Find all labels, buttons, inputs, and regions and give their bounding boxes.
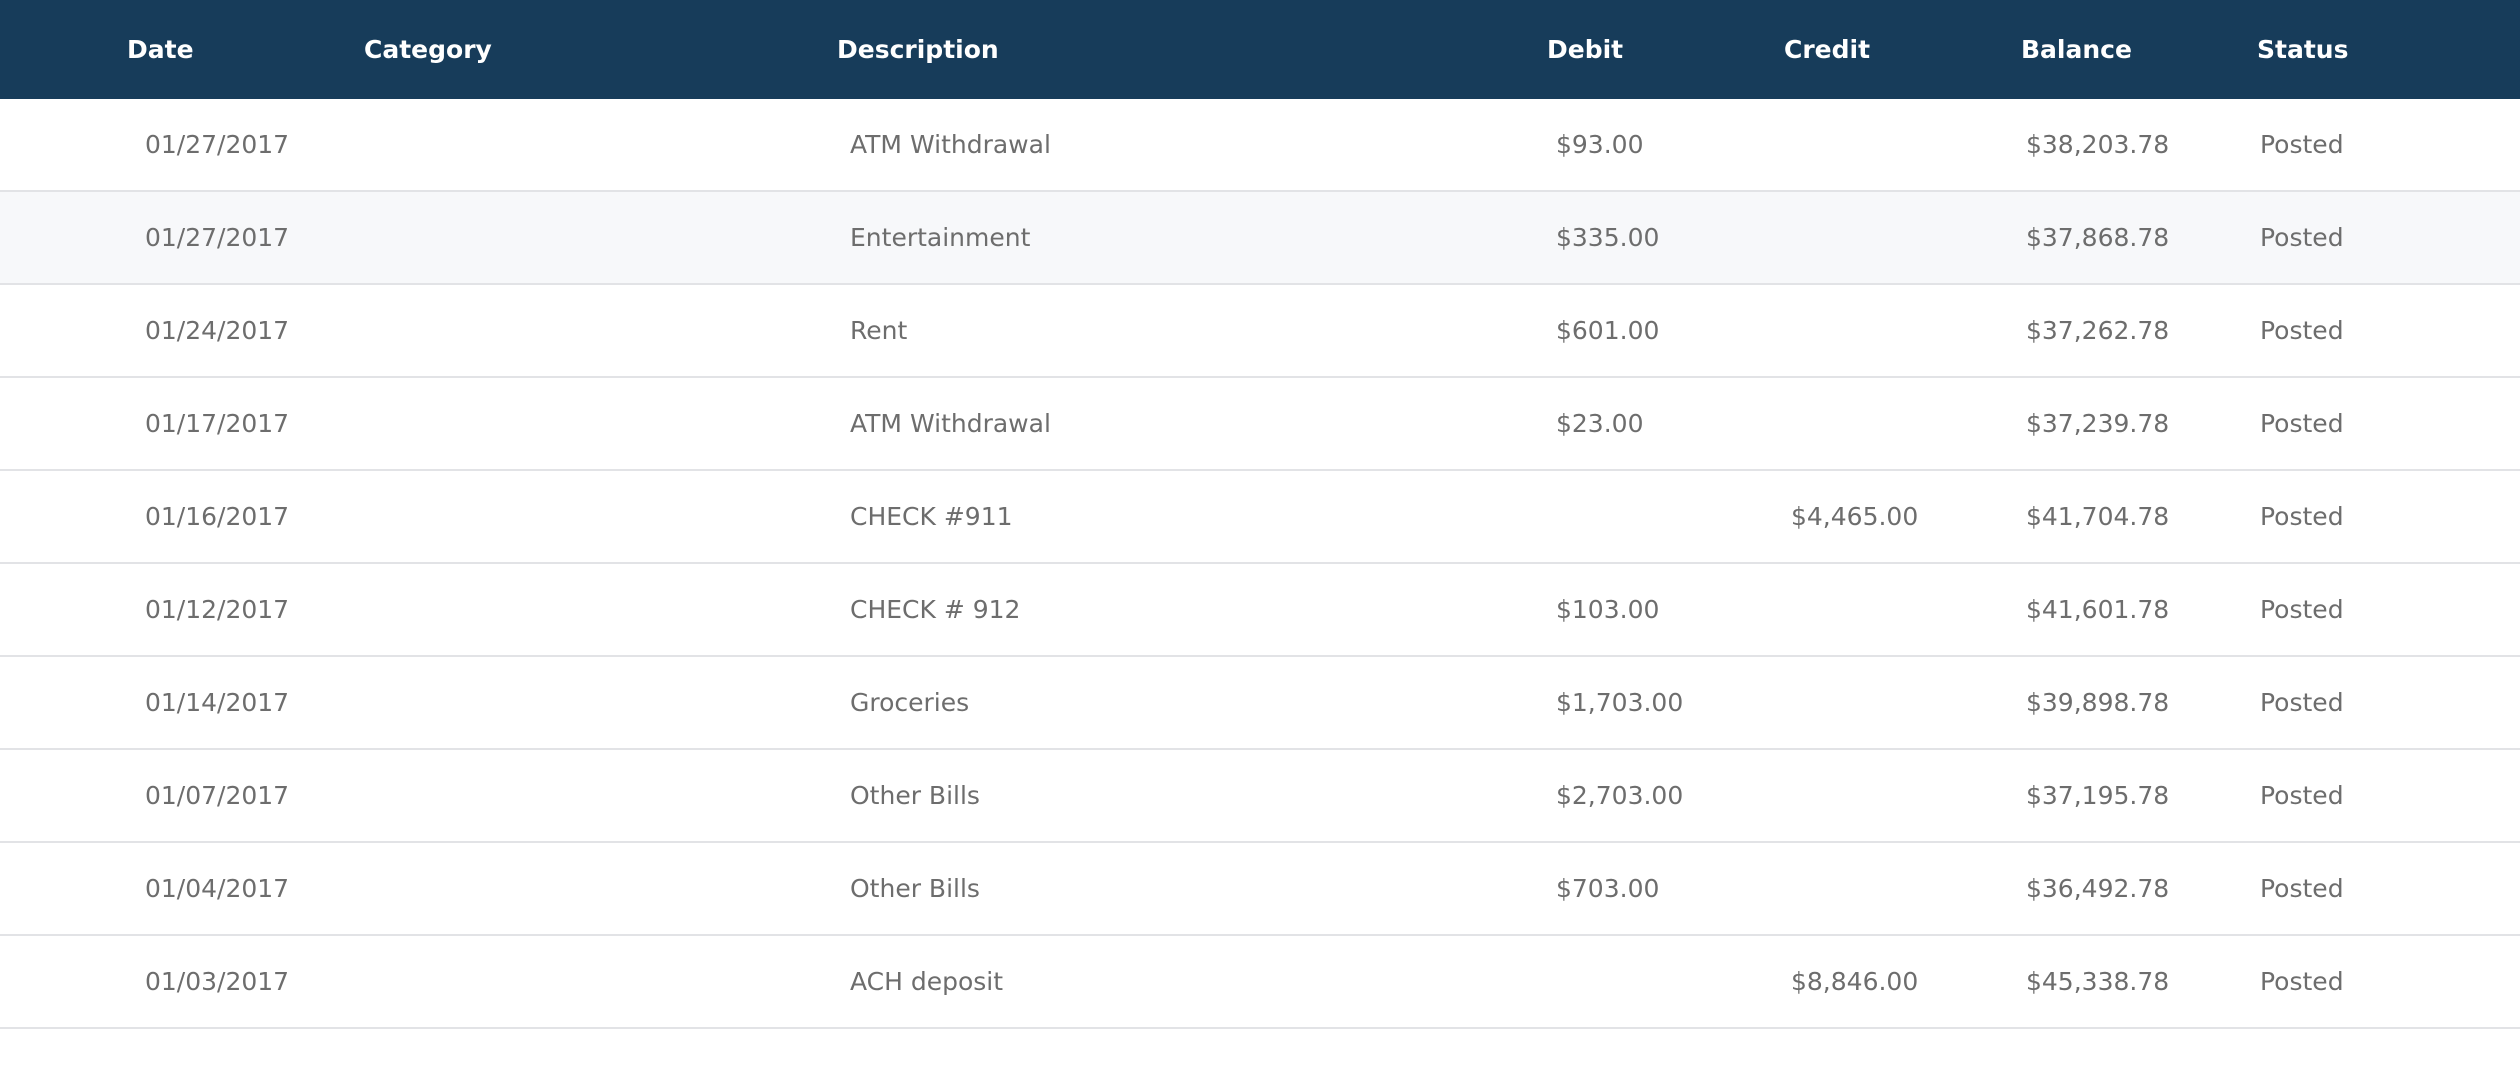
cell-description: CHECK #911 [850, 502, 1013, 531]
column-header-date[interactable]: Date [127, 35, 194, 64]
table-row[interactable]: 01/12/2017 CHECK # 912 $103.00 $41,601.78 Po… [0, 564, 2520, 657]
cell-balance: $37,195.78 [2026, 781, 2170, 810]
table-row[interactable]: 01/24/2017 Rent $601.00 $37,262.78 Posted [0, 285, 2520, 378]
cell-debit: $103.00 [1556, 595, 1660, 624]
column-header-balance[interactable]: Balance [2021, 35, 2132, 64]
cell-description: Rent [850, 316, 908, 345]
cell-balance: $36,492.78 [2026, 874, 2170, 903]
cell-credit: $4,465.00 [1791, 502, 1919, 531]
table-row[interactable]: 01/03/2017 ACH deposit $8,846.00 $45,338.78… [0, 936, 2520, 1029]
cell-description: Entertainment [850, 223, 1031, 252]
cell-balance: $37,262.78 [2026, 316, 2170, 345]
cell-date: 01/24/2017 [145, 316, 290, 345]
column-header-credit[interactable]: Credit [1784, 35, 1871, 64]
cell-date: 01/03/2017 [145, 967, 290, 996]
cell-status: Posted [2260, 409, 2344, 438]
cell-balance: $37,239.78 [2026, 409, 2170, 438]
column-header-description[interactable]: Description [837, 35, 999, 64]
cell-status: Posted [2260, 502, 2344, 531]
cell-date: 01/04/2017 [145, 874, 290, 903]
cell-balance: $37,868.78 [2026, 223, 2170, 252]
cell-status: Posted [2260, 688, 2344, 717]
column-header-status[interactable]: Status [2257, 35, 2349, 64]
cell-debit: $601.00 [1556, 316, 1660, 345]
table-header: Date Category Description Debit Credit B… [0, 0, 2520, 99]
table-row[interactable]: 01/27/2017 ATM Withdrawal $93.00 $38,203.78… [0, 99, 2520, 192]
cell-description: ATM Withdrawal [850, 409, 1051, 438]
table-body: 01/27/2017 ATM Withdrawal $93.00 $38,203.78… [0, 99, 2520, 1029]
cell-status: Posted [2260, 316, 2344, 345]
cell-date: 01/27/2017 [145, 130, 290, 159]
cell-balance: $39,898.78 [2026, 688, 2170, 717]
cell-balance: $41,704.78 [2026, 502, 2170, 531]
table-row[interactable]: 01/17/2017 ATM Withdrawal $23.00 $37,239.78… [0, 378, 2520, 471]
cell-description: Other Bills [850, 781, 980, 810]
cell-debit: $703.00 [1556, 874, 1660, 903]
cell-status: Posted [2260, 595, 2344, 624]
cell-debit: $1,703.00 [1556, 688, 1684, 717]
cell-description: Groceries [850, 688, 970, 717]
cell-status: Posted [2260, 874, 2344, 903]
table-row[interactable]: 01/27/2017 Entertainment $335.00 $37,868.78… [0, 192, 2520, 285]
cell-status: Posted [2260, 223, 2344, 252]
column-header-debit[interactable]: Debit [1547, 35, 1624, 64]
table-row[interactable]: 01/14/2017 Groceries $1,703.00 $39,898.78 Po… [0, 657, 2520, 750]
table-row[interactable]: 01/16/2017 CHECK #911 $4,465.00 $41,704.78 P… [0, 471, 2520, 564]
cell-date: 01/12/2017 [145, 595, 290, 624]
cell-status: Posted [2260, 967, 2344, 996]
cell-description: ATM Withdrawal [850, 130, 1051, 159]
cell-status: Posted [2260, 130, 2344, 159]
cell-balance: $45,338.78 [2026, 967, 2170, 996]
cell-date: 01/07/2017 [145, 781, 290, 810]
cell-date: 01/17/2017 [145, 409, 290, 438]
cell-debit: $2,703.00 [1556, 781, 1684, 810]
cell-description: ACH deposit [850, 967, 1004, 996]
cell-description: CHECK # 912 [850, 595, 1021, 624]
cell-status: Posted [2260, 781, 2344, 810]
cell-balance: $41,601.78 [2026, 595, 2170, 624]
cell-debit: $93.00 [1556, 130, 1644, 159]
cell-balance: $38,203.78 [2026, 130, 2170, 159]
cell-date: 01/16/2017 [145, 502, 290, 531]
table-row[interactable]: 01/04/2017 Other Bills $703.00 $36,492.78 Po… [0, 843, 2520, 936]
column-header-category[interactable]: Category [364, 35, 492, 64]
cell-description: Other Bills [850, 874, 980, 903]
cell-date: 01/27/2017 [145, 223, 290, 252]
cell-credit: $8,846.00 [1791, 967, 1919, 996]
cell-debit: $335.00 [1556, 223, 1660, 252]
table-row[interactable]: 01/07/2017 Other Bills $2,703.00 $37,195.78… [0, 750, 2520, 843]
cell-debit: $23.00 [1556, 409, 1644, 438]
cell-date: 01/14/2017 [145, 688, 290, 717]
